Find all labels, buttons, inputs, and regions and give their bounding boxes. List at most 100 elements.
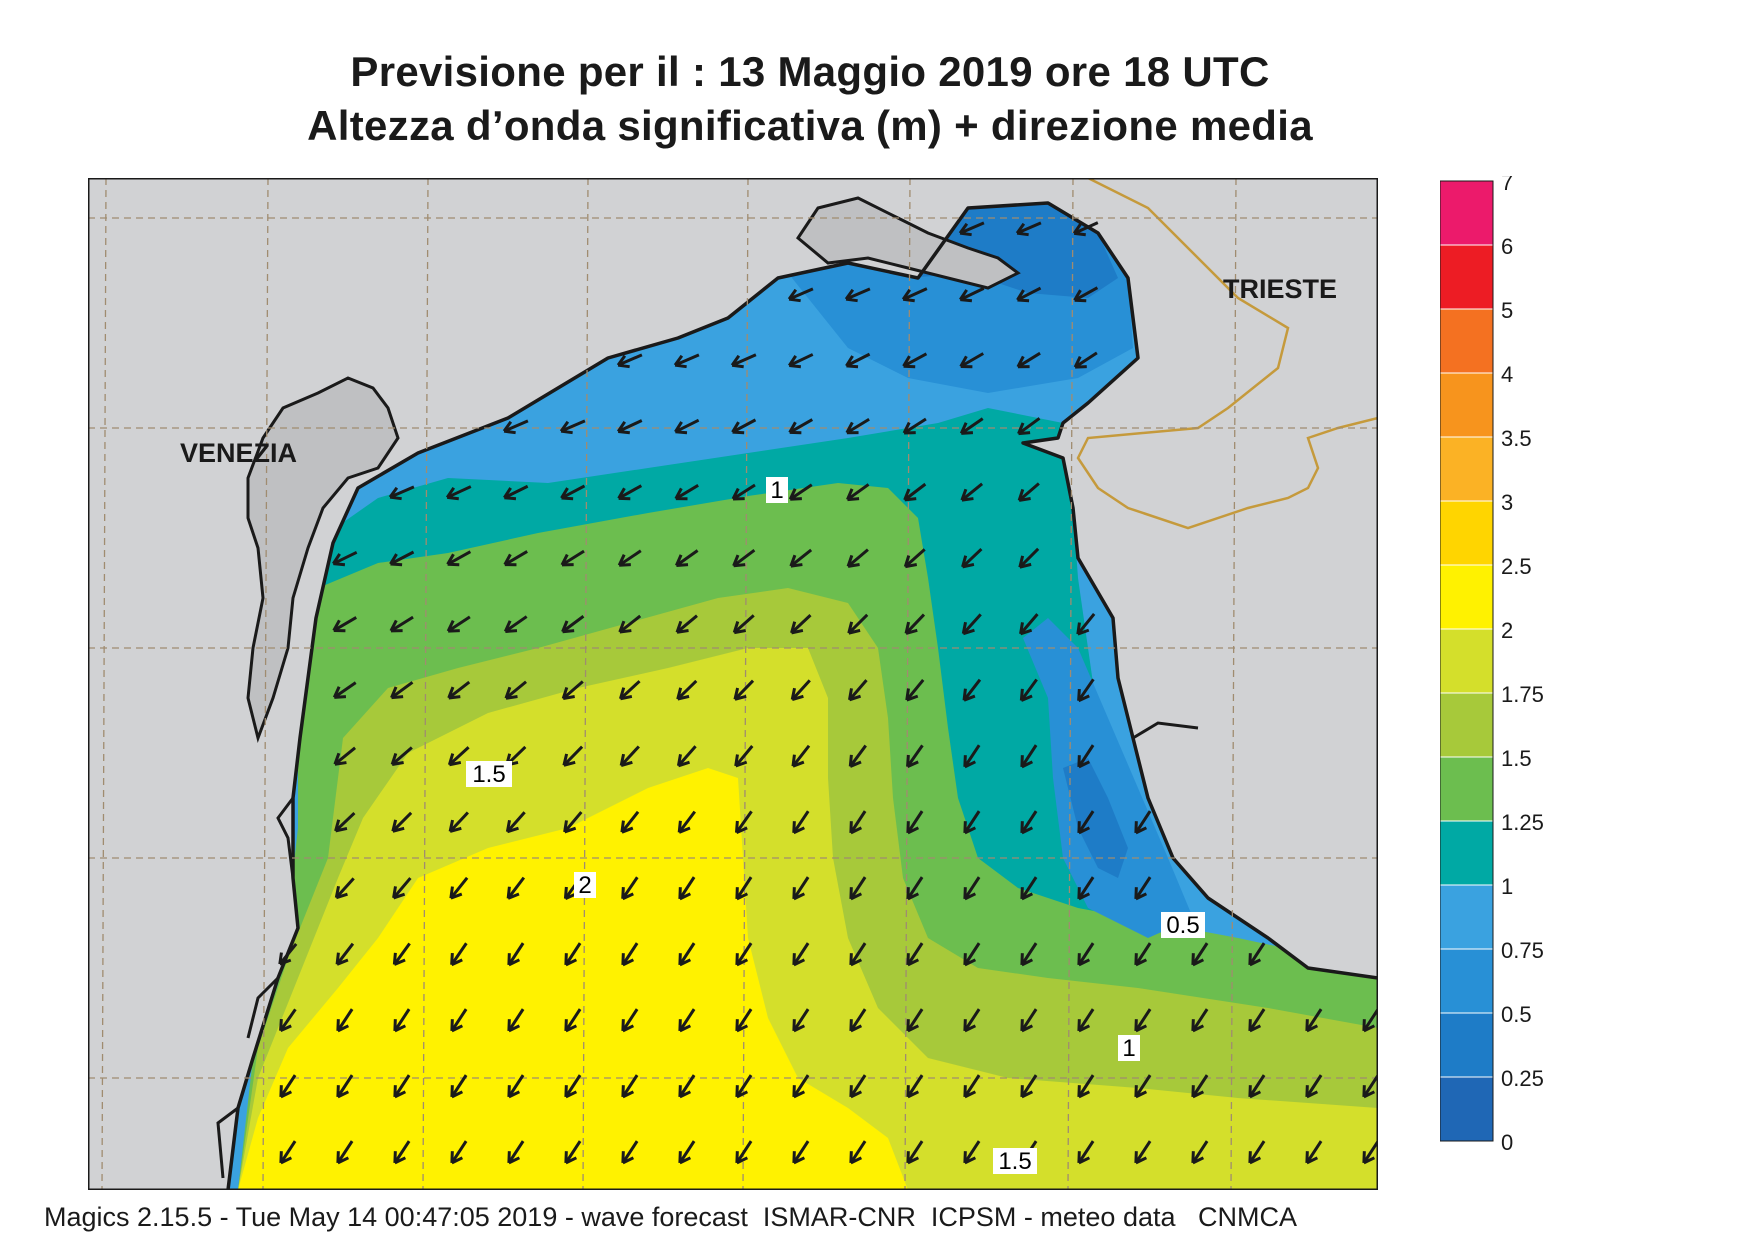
wave-arrow-shaft — [678, 942, 696, 966]
wave-arrow-head — [278, 952, 292, 966]
border-line — [1076, 178, 1378, 530]
wave-arrow-shaft — [1305, 1140, 1323, 1164]
wave-arrow-shaft — [674, 353, 700, 367]
wave-arrow-head — [792, 1085, 806, 1099]
wave-arrow-head — [1191, 1085, 1205, 1099]
wave-arrow-shaft — [675, 549, 699, 567]
wave-arrow-shaft — [675, 484, 699, 500]
wave-arrow-head — [902, 421, 916, 435]
legend-tick-label: 2.5 — [1501, 554, 1532, 579]
contour-label: 1.5 — [993, 1148, 1037, 1175]
wave-arrow-shaft — [735, 942, 753, 966]
wave-arrow-head — [1191, 1151, 1205, 1165]
wave-arrow-head — [792, 953, 806, 967]
contour-label: 1 — [1118, 1035, 1140, 1062]
wave-arrow-head — [735, 1085, 749, 1099]
wave-arrow-head — [507, 953, 521, 967]
legend-frame — [1440, 180, 1494, 1142]
wave-arrow-head — [734, 820, 748, 834]
wave-arrow-head — [1073, 355, 1087, 369]
wave-arrow-head — [503, 487, 517, 501]
wave-arrow-shaft — [906, 942, 924, 966]
wave-arrow-head — [1077, 953, 1091, 967]
wave-arrow-shaft — [1077, 810, 1095, 834]
wave-arrow-head — [391, 819, 405, 833]
wave-arrow-shaft — [620, 810, 640, 834]
wave-arrow-head — [792, 887, 806, 901]
wave-arrow-shaft — [1191, 1140, 1209, 1164]
wave-arrow-shaft — [621, 1140, 639, 1164]
wave-arrow-head — [503, 553, 517, 567]
wave-arrow-shaft — [506, 876, 526, 900]
wave-arrow-shaft — [393, 1074, 411, 1098]
wave-arrow-head — [619, 687, 633, 701]
wave-arrow-shaft — [735, 1140, 753, 1164]
wave-arrow-head — [1134, 1151, 1148, 1165]
wave-map: 1 1.5 2 0.5 1 1.5 VENEZIA TRIESTE — [88, 178, 1378, 1190]
wave-arrow-shaft — [333, 746, 357, 766]
wave-arrow-head — [1134, 953, 1148, 967]
coastline — [226, 201, 1378, 1190]
wave-arrow-head — [279, 1151, 293, 1165]
wave-arrow-head — [449, 886, 463, 900]
wave-arrow-head — [448, 819, 462, 833]
wave-arrow-shaft — [279, 1008, 297, 1032]
wave-arrow-head — [563, 820, 577, 834]
svg-text:0.5: 0.5 — [1166, 912, 1199, 939]
legend-color-box — [1440, 436, 1494, 502]
wave-arrow-head — [389, 619, 403, 633]
wave-arrow-head — [390, 686, 404, 700]
wave-arrow-shaft — [792, 810, 810, 834]
wave-arrow-head — [503, 620, 518, 633]
wave-arrow-shaft — [1020, 1008, 1038, 1032]
wave-arrow-head — [1073, 289, 1087, 303]
wave-arrow-shaft — [788, 287, 814, 301]
wave-arrow-head — [678, 1085, 692, 1099]
wave-arrow-shaft — [617, 484, 643, 500]
wave-arrow-shaft — [335, 877, 355, 899]
wave-arrow-shaft — [1248, 1074, 1266, 1098]
wave-arrow-head — [792, 1151, 806, 1165]
wave-arrow-head — [1019, 622, 1033, 636]
wave-arrow-head — [792, 821, 805, 835]
wave-arrow-shaft — [389, 485, 415, 499]
wave-arrow-head — [560, 553, 574, 567]
wave-arrow-head — [388, 486, 402, 501]
wave-arrow-shaft — [393, 942, 411, 966]
wave-arrow-head — [393, 1151, 407, 1165]
wave-arrow-head — [334, 819, 348, 833]
wave-arrow-head — [848, 754, 862, 768]
legend-tick-label: 3 — [1501, 490, 1513, 515]
lagoon-marano — [796, 196, 1021, 290]
wave-arrow-shaft — [731, 353, 757, 367]
wave-arrow-shaft — [333, 681, 357, 699]
band-0.25-east — [1063, 758, 1128, 878]
wave-arrow-shaft — [564, 1074, 582, 1098]
wave-arrow-shaft — [678, 810, 696, 834]
wave-arrow-head — [1020, 755, 1034, 769]
legend-tick-label: 0.75 — [1501, 938, 1544, 963]
wave-arrow-shaft — [1020, 744, 1038, 768]
legend-color-box — [1440, 180, 1494, 246]
wave-arrow-shaft — [1248, 942, 1266, 966]
wave-arrow-shaft — [1017, 351, 1041, 369]
wave-arrow-head — [848, 688, 862, 702]
wave-arrow-shaft — [792, 876, 810, 900]
wave-arrow-head — [735, 953, 749, 967]
wave-arrow-shaft — [845, 287, 871, 301]
wave-arrow-shaft — [733, 679, 755, 701]
wave-arrow-shaft — [1016, 221, 1042, 235]
wave-arrow-head — [620, 820, 634, 834]
legend-color-box — [1440, 564, 1494, 630]
wave-arrow-head — [450, 952, 463, 967]
contour-label: 1.5 — [466, 761, 512, 788]
wave-arrow-shaft — [391, 811, 413, 833]
wave-arrow-head — [678, 1151, 692, 1165]
wave-arrow-shaft — [564, 1140, 582, 1164]
wave-arrow-head — [559, 420, 573, 435]
wave-arrow-head — [1134, 1019, 1148, 1033]
wave-arrow-shaft — [735, 876, 753, 900]
wave-arrow-head — [450, 1085, 464, 1099]
wave-arrow-head — [849, 1085, 863, 1099]
wave-arrow-head — [906, 953, 920, 967]
